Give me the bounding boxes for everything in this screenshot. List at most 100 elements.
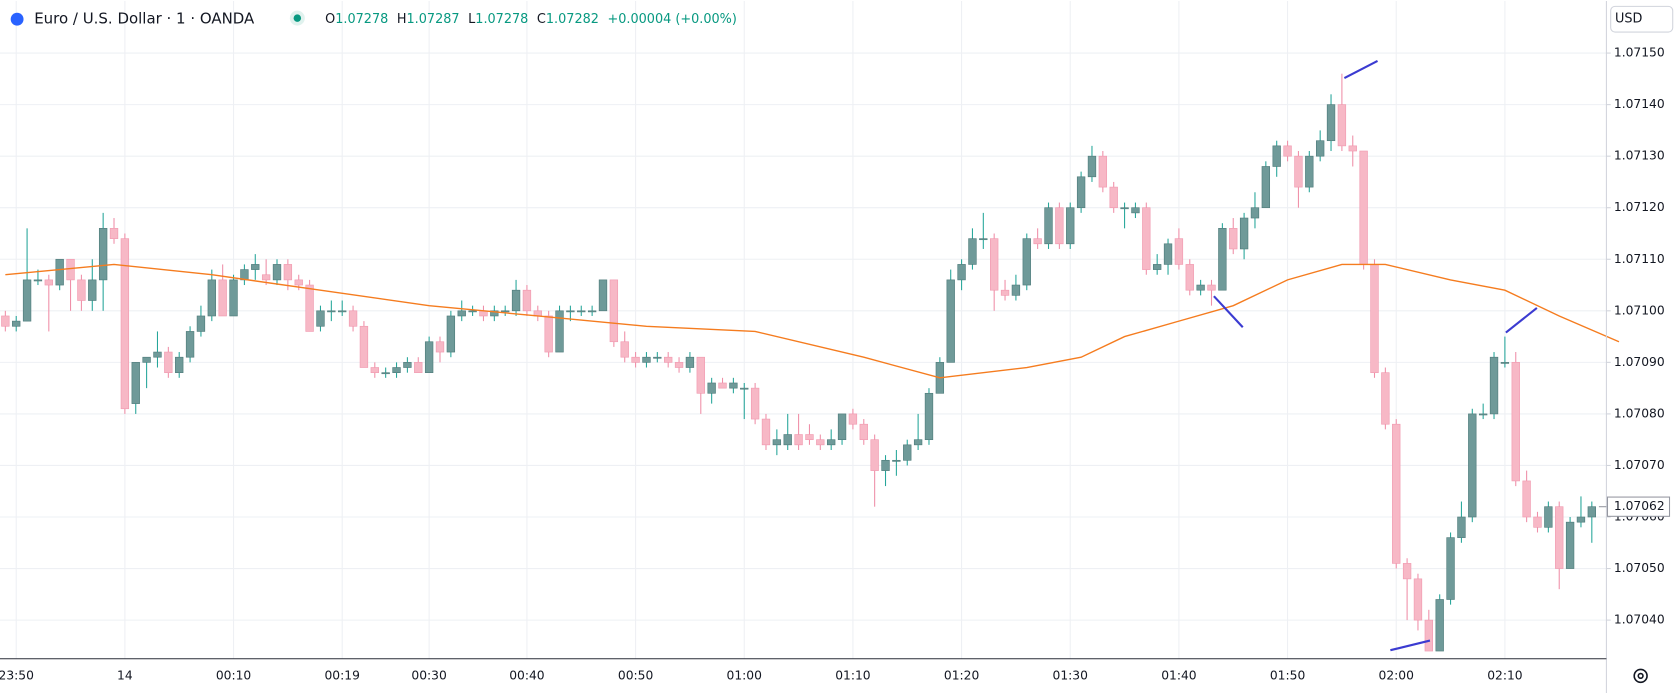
candle-body [1457,516,1466,538]
candle-body [1522,480,1531,518]
legend-value: 1.07282 [546,12,599,27]
candle-body [707,382,716,394]
candle-body [577,310,586,313]
candle-body [33,279,43,282]
candle-body [1142,207,1151,270]
candle-body [1576,516,1586,523]
legend-value: 1.07287 [407,12,460,27]
symbol-name: Euro / U.S. Dollar · 1 · OANDA [34,10,255,28]
candle-body [1359,150,1368,265]
candle-body [424,341,434,373]
candle-body [859,423,868,441]
candle-body [979,238,988,241]
legend-key: L [468,12,476,27]
candle-body [1055,207,1064,245]
trend-line [1505,307,1538,334]
candle-body [1283,145,1292,157]
last-price-box [1606,496,1671,517]
candle-body [142,356,151,363]
candle-body [946,279,955,363]
candle-body [761,418,771,446]
candle-body [674,362,684,368]
y-tick-label: 1.07150 [1614,46,1665,60]
candle-body [1174,238,1184,265]
legend-value: 1.07278 [475,12,528,27]
candle-body [1555,506,1564,569]
candle-body [1326,104,1336,142]
candle-body [772,439,782,446]
candle-body [642,356,651,363]
candle-body [1153,264,1162,270]
candle-body [1066,207,1075,245]
candle-body [229,279,238,317]
candle-body [696,356,705,394]
candle-body [685,356,695,368]
x-tick-label: 00:30 [411,668,446,682]
x-tick-label: 00:10 [216,668,251,682]
candle-body [1511,362,1520,482]
candle-body [392,367,401,373]
candle-body [924,392,934,441]
candle-body [1261,166,1271,209]
candle-body [1294,155,1303,188]
candle-body [12,320,21,327]
candle-body [870,439,879,471]
candle-body [22,279,32,322]
candle-body [837,413,847,441]
candle-body [1305,155,1314,188]
x-tick-label: 01:40 [1161,668,1196,682]
candle-body [598,279,608,312]
candle-body [381,372,390,375]
candle-body [88,279,97,301]
candle-body [511,289,521,312]
candle-body [218,279,227,317]
candle-body [631,356,640,363]
candle-body [892,459,901,462]
candle-body [620,341,629,358]
candle-body [1544,506,1553,528]
candle-body [827,439,836,446]
candle-body [305,284,314,332]
legend-key: O [325,12,335,27]
candle-body [1109,186,1118,209]
y-tick-label: 1.07040 [1614,613,1665,627]
candle-body [1478,413,1488,416]
candle-body [196,315,206,332]
candle-body [501,310,510,313]
candle-body [120,238,130,410]
candle-body [718,382,727,389]
x-tick-label: 14 [117,668,133,682]
candle-body [816,439,825,446]
candle-body [664,356,673,363]
candle-body [1120,207,1129,210]
currency-label[interactable]: USD [1615,12,1643,27]
drawings [1213,59,1538,652]
x-tick-label: 00:40 [509,668,544,682]
candle-body [1076,176,1086,209]
candle-body [1218,228,1227,291]
candle-body [446,315,456,353]
y-tick-label: 1.07130 [1614,149,1665,163]
y-tick-label: 1.07080 [1614,406,1665,420]
y-tick-label: 1.07090 [1614,355,1665,369]
candle-body [729,382,738,389]
grid [0,1,1607,659]
candle-body [348,310,358,327]
candle-body [653,356,662,359]
candle-body [805,434,814,441]
currency-button[interactable] [1610,5,1674,33]
candle-body [794,434,803,446]
candle-body [1163,243,1173,265]
candle-body [153,351,162,358]
candle-body [1315,140,1325,157]
candle-body [435,341,445,353]
candle-body [848,413,858,425]
candle-body [109,228,119,239]
x-tick-label: 00:19 [324,668,359,682]
candle-body [414,362,423,373]
trend-line [1390,639,1431,652]
last-price-label: 1.07062 [1614,499,1665,513]
settings-icon[interactable] [1633,668,1648,684]
candle-body [1239,217,1249,250]
